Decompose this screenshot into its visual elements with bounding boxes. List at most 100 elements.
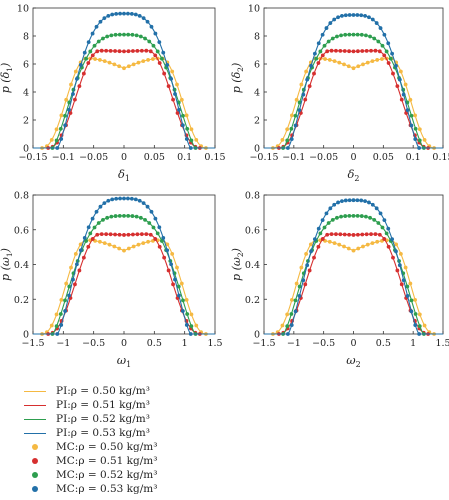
mc-data-point xyxy=(155,49,160,54)
mc-data-point xyxy=(359,13,364,18)
mc-data-point xyxy=(422,138,427,142)
mc-data-point xyxy=(147,39,152,44)
mc-data-point xyxy=(343,13,348,18)
mc-data-point xyxy=(390,237,395,241)
mc-data-point xyxy=(82,50,87,55)
y-tick-label: 4 xyxy=(23,88,29,99)
mc-data-point xyxy=(130,214,135,218)
mc-data-point xyxy=(165,242,170,247)
mc-data-point xyxy=(351,198,356,203)
mc-data-point xyxy=(179,281,184,286)
mc-data-point xyxy=(374,206,379,211)
mc-data-point xyxy=(336,200,340,205)
mc-data-point xyxy=(177,293,181,298)
mc-data-point xyxy=(143,217,147,222)
mc-data-point xyxy=(86,225,91,230)
mc-data-point xyxy=(417,312,422,317)
mc-data-point xyxy=(104,48,109,53)
mc-data-point xyxy=(294,281,299,286)
mc-data-point xyxy=(134,33,139,38)
mc-data-point xyxy=(166,268,171,273)
mc-data-point xyxy=(409,113,414,118)
x-tick-label: 0.15 xyxy=(204,152,225,163)
mc-data-point xyxy=(327,58,332,62)
mc-data-point xyxy=(375,58,380,62)
mc-data-point xyxy=(404,111,409,115)
mc-data-point xyxy=(340,13,344,18)
x-tick-label: −1 xyxy=(287,338,301,349)
y-axis-label: p (δ2) xyxy=(230,63,245,94)
mc-data-point xyxy=(141,201,146,206)
mc-data-point xyxy=(188,332,193,336)
mc-data-point xyxy=(339,214,343,219)
mc-data-point xyxy=(162,71,167,76)
mc-data-point xyxy=(334,48,338,53)
mc-data-point xyxy=(107,60,112,65)
mc-data-point xyxy=(316,244,321,249)
mc-data-point xyxy=(361,244,365,249)
y-tick-label: 0 xyxy=(254,144,260,155)
mc-data-point xyxy=(312,237,317,241)
mc-data-point xyxy=(365,60,370,65)
mc-data-point xyxy=(184,113,189,118)
mc-data-point xyxy=(380,43,385,48)
mc-data-point xyxy=(413,312,418,316)
mc-data-point xyxy=(49,323,54,328)
mc-data-point xyxy=(113,49,117,53)
mc-data-point xyxy=(55,332,60,336)
mc-data-point xyxy=(59,137,64,141)
mc-data-point xyxy=(139,232,144,237)
mc-data-point xyxy=(408,97,413,102)
mc-data-point xyxy=(180,123,185,128)
mc-data-point xyxy=(165,63,170,67)
mc-data-point xyxy=(403,82,408,87)
mc-data-point xyxy=(335,34,339,39)
mc-data-point xyxy=(113,32,118,37)
mc-data-point xyxy=(417,324,422,329)
mc-data-point xyxy=(175,265,179,270)
mc-data-point xyxy=(351,32,356,37)
pi-series-line xyxy=(264,50,443,149)
mc-data-point xyxy=(73,97,77,102)
legend-item: MC:ρ = 0.51 kg/m³ xyxy=(10,455,240,469)
mc-data-point xyxy=(94,209,99,214)
mc-data-point xyxy=(151,57,155,61)
mc-data-point xyxy=(351,233,356,237)
mc-data-point xyxy=(347,232,352,237)
mc-data-point xyxy=(106,198,111,203)
mc-data-point xyxy=(149,24,154,29)
mc-data-point xyxy=(63,309,68,313)
mc-data-point xyxy=(49,138,54,142)
legend-dot-swatch xyxy=(32,472,38,478)
mc-data-point xyxy=(153,237,158,241)
mc-data-point xyxy=(122,32,126,37)
mc-data-point xyxy=(417,138,422,143)
mc-data-point xyxy=(107,242,112,247)
mc-data-point xyxy=(422,323,427,328)
mc-data-point xyxy=(417,127,422,132)
mc-data-point xyxy=(144,232,149,237)
mc-data-point xyxy=(188,146,193,150)
mc-data-point xyxy=(293,298,298,303)
mc-data-point xyxy=(151,225,156,230)
mc-data-point xyxy=(334,232,338,237)
x-axis-label: δ2 xyxy=(347,167,359,183)
mc-data-point xyxy=(363,13,367,18)
mc-data-point xyxy=(327,239,332,244)
mc-data-point xyxy=(117,213,122,218)
mc-data-point xyxy=(289,312,294,316)
mc-data-point xyxy=(325,49,330,54)
mc-data-point xyxy=(382,218,387,222)
mc-data-point xyxy=(382,237,387,241)
mc-data-point xyxy=(324,26,329,30)
mc-data-point xyxy=(78,248,83,253)
mc-data-point xyxy=(343,214,348,218)
mc-data-point xyxy=(328,206,333,211)
mc-data-point xyxy=(323,57,327,61)
mc-data-point xyxy=(146,58,150,62)
mc-data-point xyxy=(71,92,75,96)
subplot-2: −0.15 −0.1 −0.05 0 0.05 0.1 0.15 0 2 4 6 8 10 δ2 p (δ2… xyxy=(230,4,449,184)
mc-data-point xyxy=(394,242,399,247)
mc-data-point xyxy=(84,56,88,61)
mc-data-point xyxy=(346,64,351,69)
